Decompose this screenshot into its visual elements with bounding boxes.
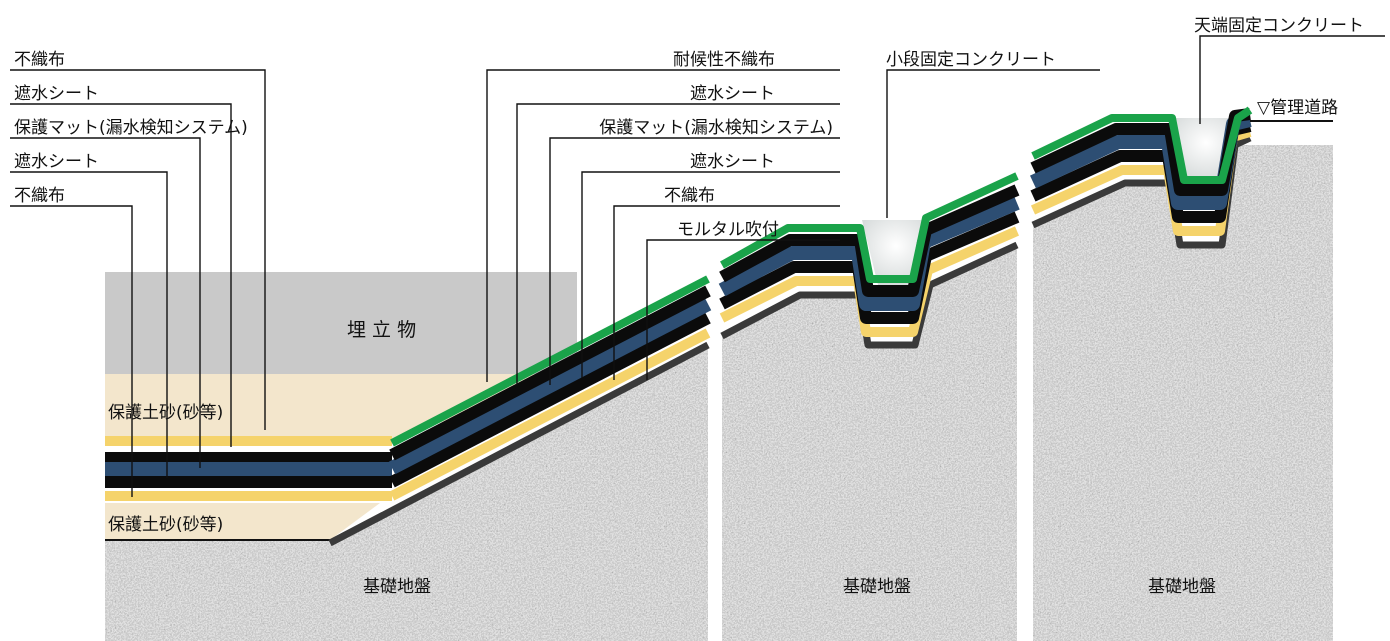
leader-line-crest-concrete	[1199, 35, 1385, 124]
label-slope-sheet-top: 遮水シート	[690, 84, 775, 104]
leader-line-berm-concrete	[886, 69, 1100, 218]
landfill-area	[105, 272, 577, 374]
label-crest-concrete: 天端固定コンクリート	[1194, 16, 1364, 36]
label-left-sheet-bottom: 遮水シート	[14, 152, 99, 172]
berm-liner-layers	[718, 172, 1020, 349]
label-left-nonwoven-bottom: 不織布	[14, 186, 65, 206]
label-slope-protection-mat: 保護マット(漏水検知システム)	[599, 118, 833, 138]
label-left-sheet-top: 遮水シート	[14, 84, 99, 104]
label-slope-nonwoven: 不織布	[664, 186, 715, 206]
leader-lines-left	[10, 69, 266, 497]
protective-sand-lower	[105, 503, 380, 540]
leader-lines-slope	[486, 69, 840, 385]
label-protective-sand-bottom: 保護土砂(砂等)	[108, 515, 223, 535]
label-foundation-2: 基礎地盤	[843, 577, 911, 597]
label-left-nonwoven-top: 不織布	[14, 50, 65, 70]
label-slope-mortar: モルタル吹付	[677, 220, 779, 240]
label-foundation-3: 基礎地盤	[1148, 577, 1216, 597]
label-slope-weathering-nonwoven: 耐候性不織布	[673, 50, 775, 70]
label-left-protection-mat: 保護マット(漏水検知システム)	[14, 118, 248, 138]
label-protective-sand-top: 保護土砂(砂等)	[108, 403, 223, 423]
label-foundation-1: 基礎地盤	[363, 577, 431, 597]
crest-liner-layers	[1030, 106, 1253, 249]
bottom-liner-layers	[105, 436, 392, 541]
protective-sand-upper	[105, 374, 577, 440]
label-landfill: 埋 立 物	[347, 319, 416, 341]
label-management-road: ▽管理道路	[1257, 98, 1338, 118]
label-berm-concrete: 小段固定コンクリート	[886, 50, 1056, 70]
label-slope-sheet-bottom: 遮水シート	[690, 152, 775, 172]
